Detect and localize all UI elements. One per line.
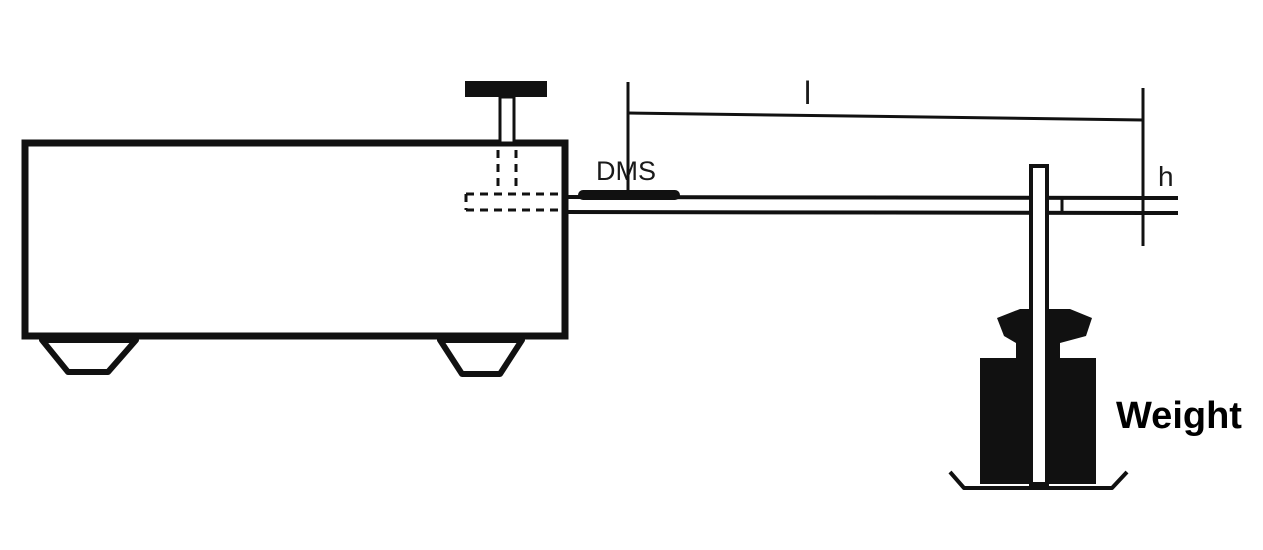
weight-base-tray: [948, 470, 1129, 490]
housing-foot-left: [39, 337, 139, 375]
clamp-knob-cap: [465, 81, 547, 97]
housing-foot-right: [437, 337, 525, 377]
length-dimension-line: [627, 111, 1144, 122]
weight-hanger-rod: [1029, 164, 1049, 486]
weight-label: Weight: [1116, 395, 1242, 437]
height-label: h: [1158, 161, 1174, 192]
strain-gauge-label: DMS: [596, 156, 656, 186]
beam-bottom-edge: [564, 210, 1179, 215]
clamp-knob-stem: [498, 95, 516, 145]
housing-box: [21, 139, 569, 340]
clamp-interior-dashed: [464, 150, 560, 212]
length-label: l: [804, 75, 811, 111]
